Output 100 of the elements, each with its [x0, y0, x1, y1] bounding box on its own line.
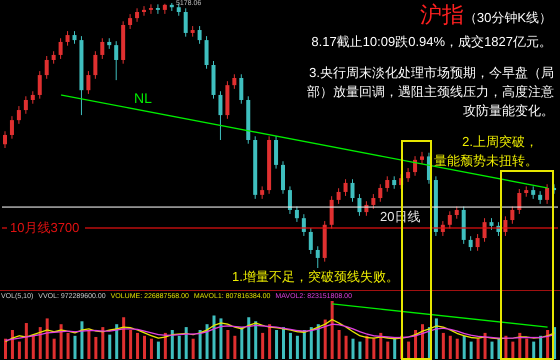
bar — [233, 336, 236, 359]
candlestick — [30, 90, 35, 104]
candlestick — [260, 186, 264, 200]
candlestick — [524, 186, 528, 198]
bar — [434, 318, 438, 359]
bar — [407, 342, 410, 359]
candlestick — [545, 184, 550, 204]
chart-title: 沪指 — [420, 1, 464, 29]
bar — [358, 342, 362, 359]
bar — [470, 342, 473, 359]
bar — [442, 332, 445, 359]
candlestick — [10, 116, 14, 140]
bar — [136, 332, 140, 359]
bar — [143, 336, 146, 359]
bar — [379, 332, 382, 359]
text: 1.增量不足，突破颈线失败。 — [232, 268, 399, 286]
bar — [525, 338, 528, 359]
bar — [316, 324, 320, 359]
bar — [94, 336, 98, 359]
candlestick — [142, 6, 146, 16]
bar — [372, 338, 376, 359]
candlestick — [114, 40, 118, 81]
candlestick — [24, 96, 28, 114]
candlestick — [190, 26, 195, 38]
bar — [456, 338, 459, 359]
candlestick — [531, 186, 536, 200]
candlestick — [239, 74, 244, 104]
bar — [421, 324, 424, 359]
candlestick — [288, 186, 292, 214]
candlestick — [52, 50, 56, 64]
annotation: 8.17截止10:09跌0.94%，成交1827亿元。 — [311, 33, 552, 51]
candlestick — [378, 184, 382, 202]
bar — [66, 332, 70, 359]
candlestick — [385, 176, 390, 192]
bar — [344, 336, 348, 359]
bar — [296, 336, 299, 359]
bar — [254, 321, 258, 359]
bar — [18, 342, 21, 359]
candlestick — [148, 4, 153, 14]
bar — [10, 330, 14, 359]
bar — [247, 317, 250, 359]
series-label: NL — [134, 90, 152, 106]
bar — [178, 336, 181, 359]
candlestick — [538, 190, 542, 204]
candlestick — [371, 194, 376, 210]
bar — [52, 338, 56, 359]
candlestick — [93, 50, 98, 80]
candlestick — [218, 90, 222, 141]
candlestick — [510, 206, 514, 224]
bar — [268, 324, 272, 359]
bar — [60, 324, 63, 359]
bar — [288, 332, 292, 359]
candlestick — [66, 30, 70, 46]
bar — [219, 318, 222, 359]
bar — [393, 338, 396, 359]
annotation: 2.上周突破，量能颓势未扭转。 — [434, 133, 538, 170]
bar — [330, 301, 334, 359]
candlestick — [58, 38, 63, 60]
candlestick — [100, 38, 104, 60]
candlestick — [294, 206, 299, 222]
bar — [275, 330, 278, 359]
bar — [476, 338, 480, 359]
bar — [484, 332, 487, 359]
candlestick — [420, 151, 424, 164]
bar — [352, 338, 354, 359]
candlestick — [357, 194, 362, 216]
bar — [226, 330, 230, 359]
bar — [212, 316, 216, 359]
annotation: 3.央行周末淡化处理市场预期，今早盘（局部）放量回调，遇阻主颈线压力，高度注意攻防量能变化。 — [306, 64, 554, 120]
candlestick — [468, 236, 473, 252]
candlestick — [308, 228, 313, 254]
bar — [282, 327, 285, 359]
bar — [386, 342, 390, 359]
candlestick — [336, 188, 341, 204]
bar — [546, 330, 550, 359]
candlestick — [454, 206, 459, 220]
bar — [170, 330, 174, 359]
bar — [87, 330, 90, 359]
bar — [511, 342, 514, 359]
bar — [198, 330, 202, 359]
bar — [108, 334, 112, 359]
candlestick — [232, 74, 236, 90]
candlestick — [44, 56, 49, 80]
candlestick — [3, 130, 7, 148]
candlestick — [72, 30, 76, 44]
bar — [302, 330, 306, 359]
bar — [310, 327, 313, 359]
bar — [38, 327, 42, 359]
bar — [101, 327, 104, 359]
bar — [74, 336, 76, 359]
bar — [150, 338, 153, 359]
bar — [4, 338, 7, 359]
candlestick — [392, 176, 396, 190]
bar — [448, 336, 452, 359]
bar — [122, 317, 126, 359]
candlestick — [128, 14, 132, 30]
bar — [490, 342, 494, 359]
bar — [115, 324, 118, 359]
candlestick — [184, 8, 188, 38]
candlestick — [503, 216, 508, 236]
